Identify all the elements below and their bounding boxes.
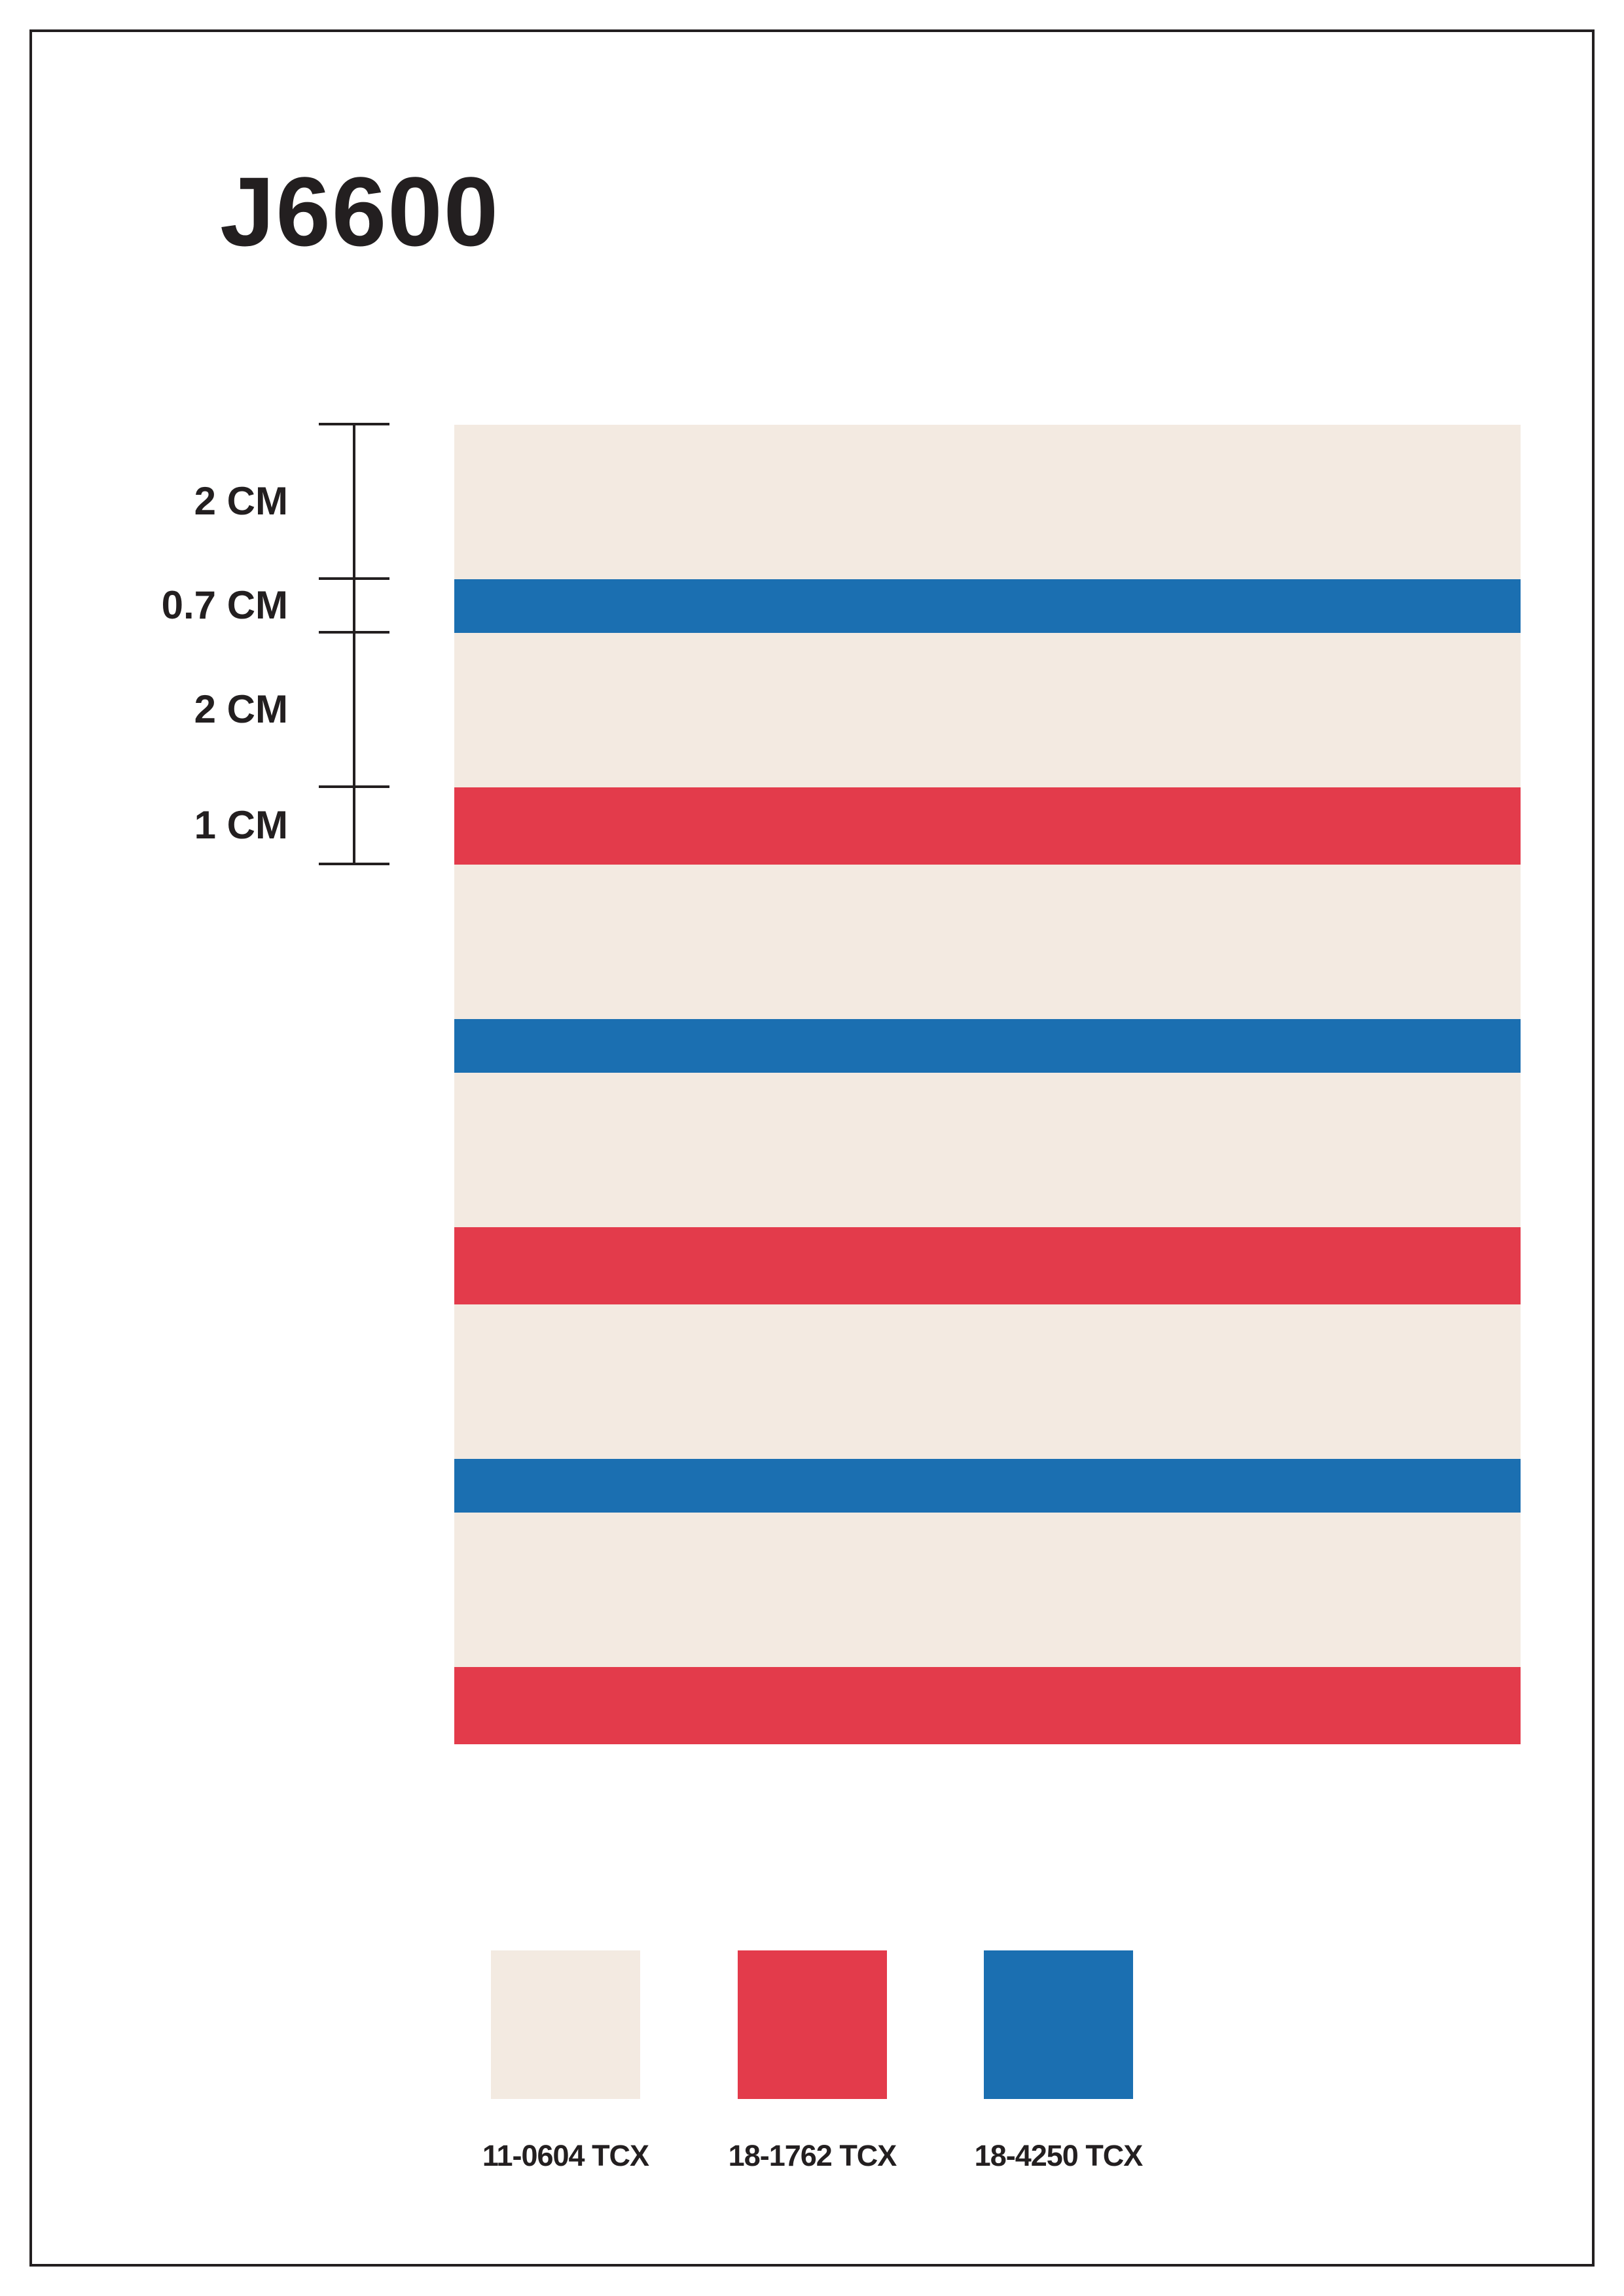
stripe-blue (454, 1018, 1521, 1073)
stripe-cream (454, 1073, 1521, 1228)
palette-chip-blue (984, 1950, 1133, 2099)
stripe-red (454, 1667, 1521, 1745)
ruler-segment-label: 0.7 CM (161, 583, 288, 627)
palette-chip-code: 11-0604 TCX (482, 2139, 649, 2172)
palette-chip-red (738, 1950, 887, 2099)
stripe-cream (454, 1304, 1521, 1459)
palette-chip-cream (491, 1950, 640, 2099)
page-title: J6600 (220, 156, 500, 266)
palette-chip-code: 18-4250 TCX (974, 2139, 1144, 2172)
ruler (319, 423, 389, 865)
stripe-cream (454, 633, 1521, 788)
ruler-segment-label: 2 CM (194, 687, 288, 731)
ruler-tick (319, 631, 389, 634)
stripe-blue (454, 579, 1521, 634)
stripe-cream (454, 865, 1521, 1019)
ruler-segment-label: 1 CM (194, 803, 288, 847)
ruler-tick (319, 785, 389, 788)
palette-chip-code: 18-1762 TCX (728, 2139, 897, 2172)
ruler-tick (319, 863, 389, 865)
ruler-tick (319, 577, 389, 580)
ruler-segment-label: 2 CM (194, 479, 288, 523)
stripe-swatch (454, 425, 1521, 1745)
stripe-red (454, 787, 1521, 865)
stripe-red (454, 1227, 1521, 1305)
ruler-vertical-line (353, 424, 355, 864)
stripe-cream (454, 1513, 1521, 1668)
stripe-blue (454, 1458, 1521, 1513)
ruler-tick (319, 423, 389, 425)
stripe-cream (454, 425, 1521, 579)
